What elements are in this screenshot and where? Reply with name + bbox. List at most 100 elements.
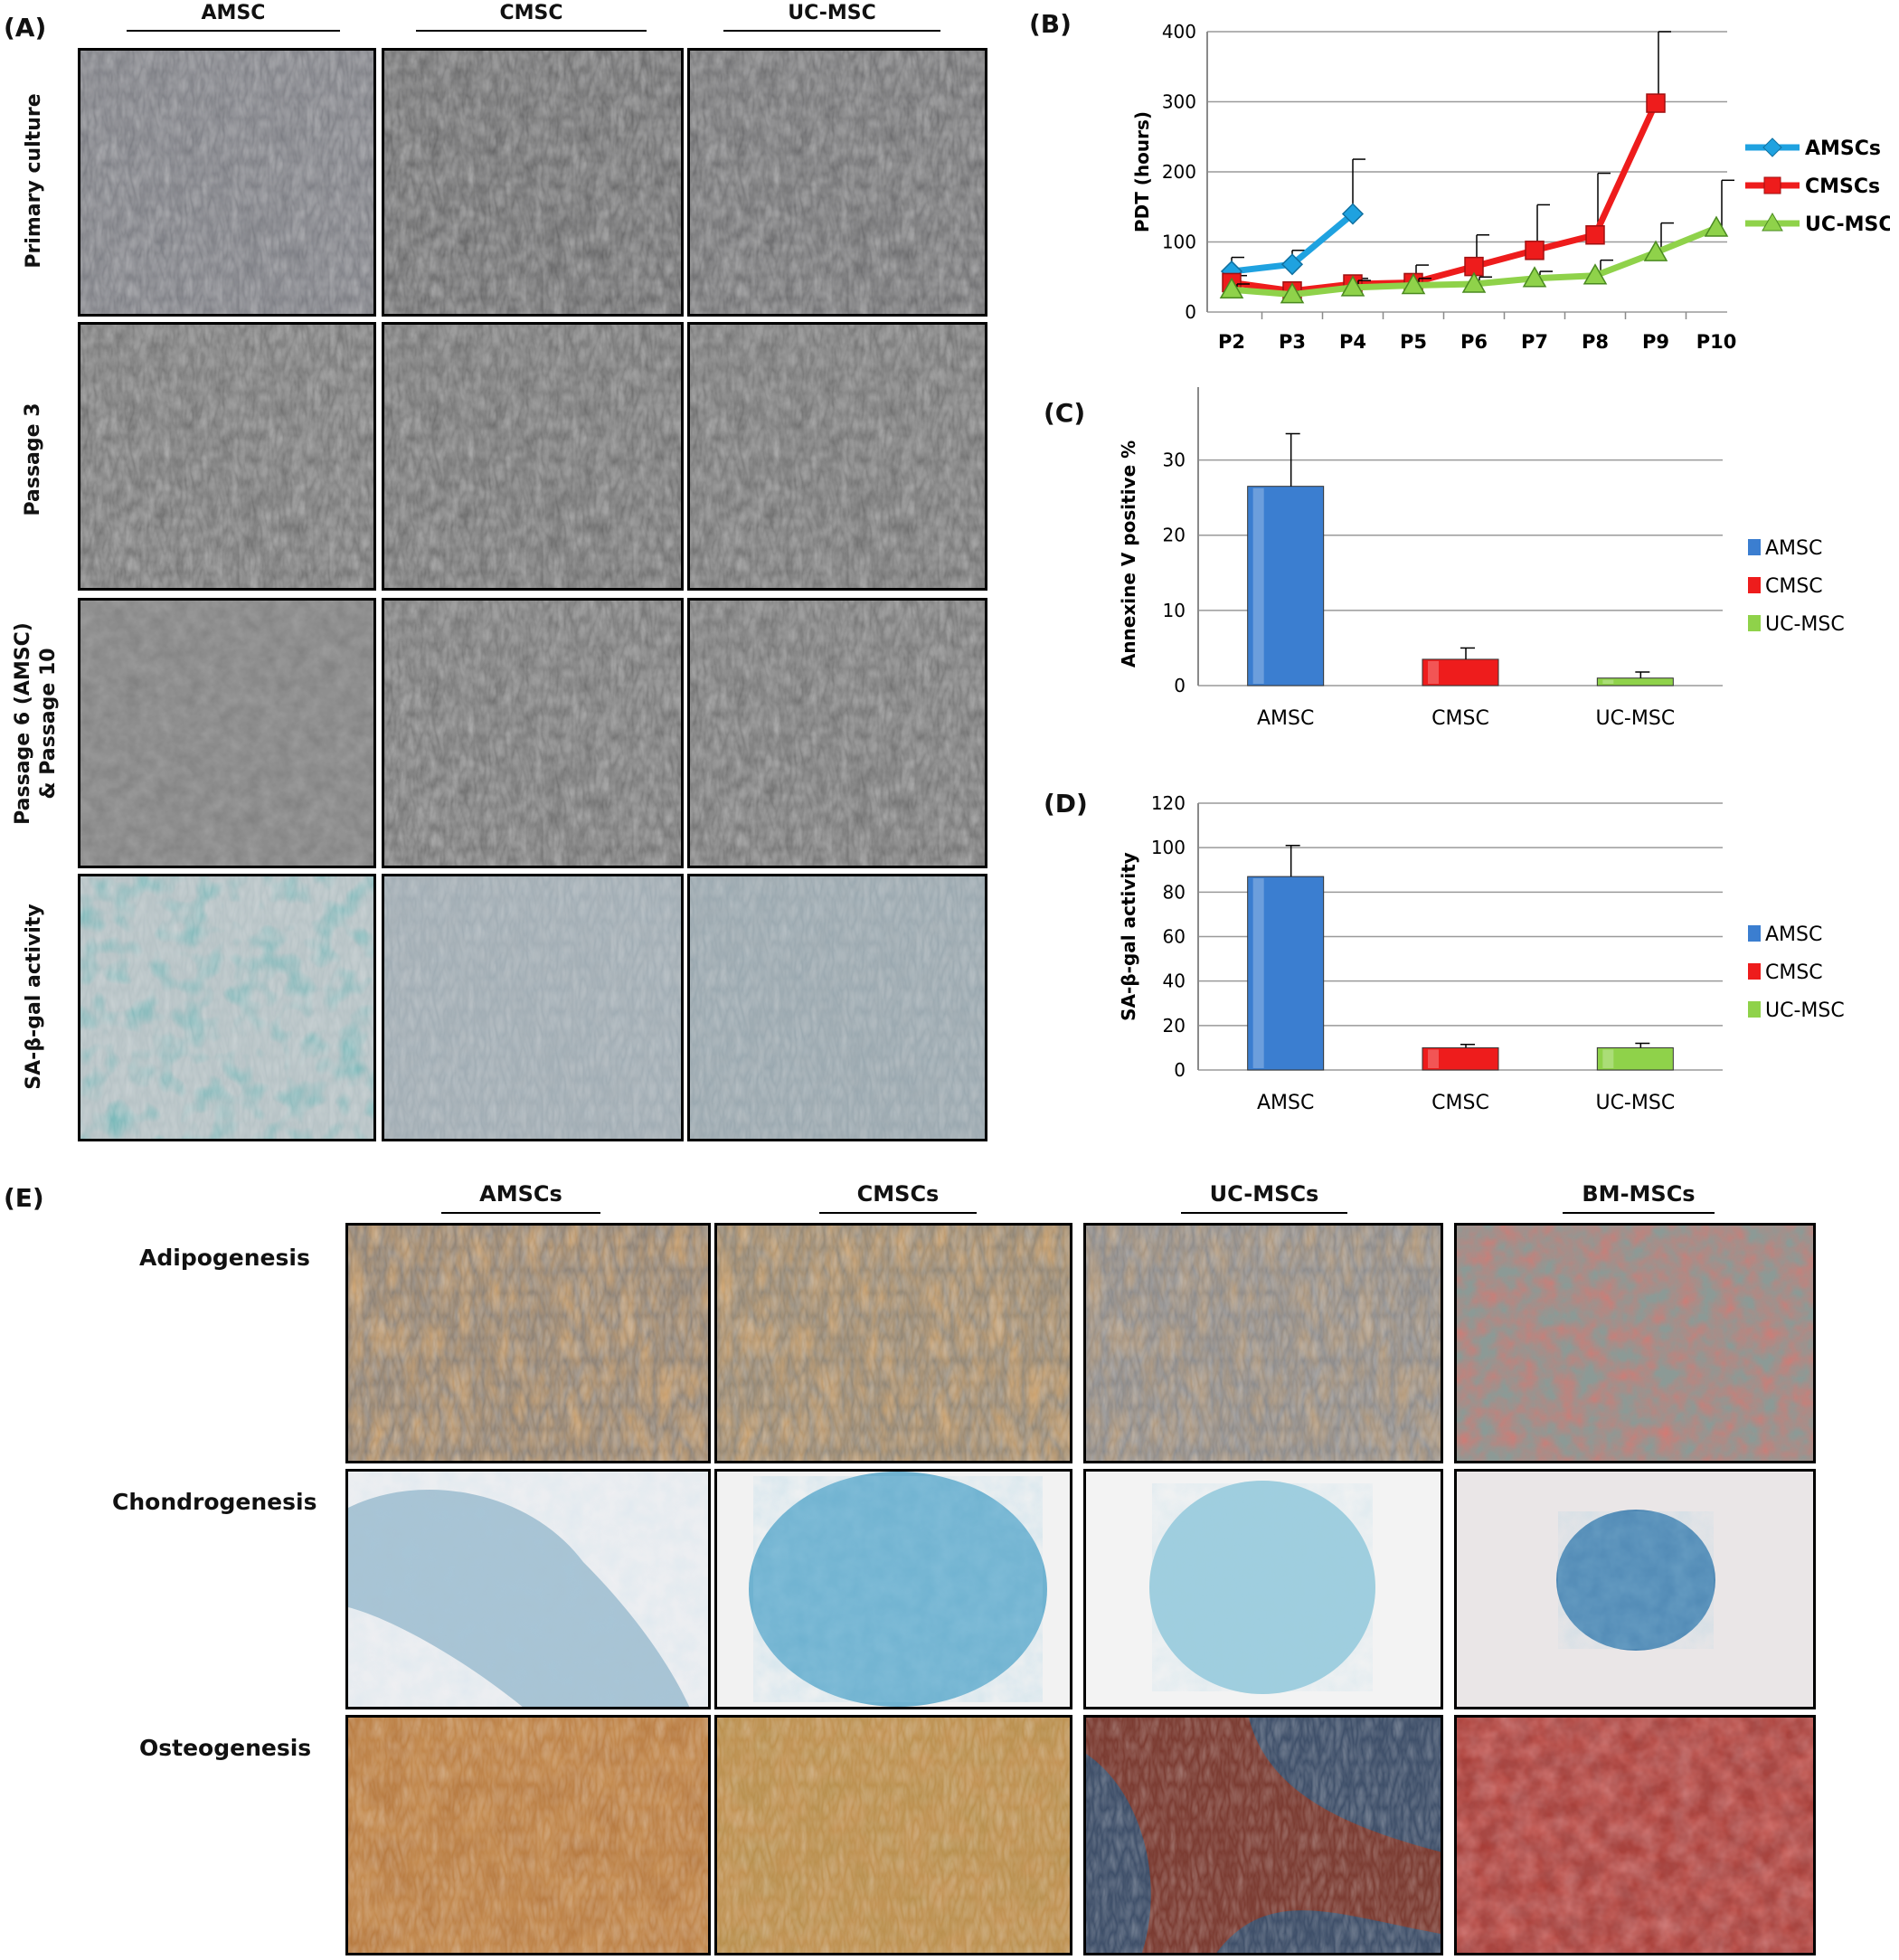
micrograph-cmsc-primary xyxy=(382,48,684,317)
x-tick-label: P3 xyxy=(1279,331,1306,353)
y-tick-label: 200 xyxy=(1162,161,1196,183)
legend-swatch xyxy=(1748,615,1761,631)
micrograph-uc-mscs-chondrogenesis xyxy=(1083,1469,1443,1709)
x-tick-label: P2 xyxy=(1218,331,1245,353)
row-label-osteogenesis: Osteogenesis xyxy=(139,1735,312,1761)
bar-UC-MSC xyxy=(1596,1046,1674,1071)
y-tick-label: 0 xyxy=(1185,301,1196,323)
data-point xyxy=(1646,93,1666,113)
col-head-amsc: AMSC xyxy=(127,2,340,32)
micrograph-uc-mscs-adipogenesis xyxy=(1083,1223,1443,1463)
legend-marker xyxy=(1762,213,1783,232)
micrograph-cmsc-sa-beta-gal xyxy=(382,874,684,1141)
col-head-cmsc: CMSC xyxy=(416,2,647,32)
data-point xyxy=(1219,277,1244,298)
panel-label-c: (C) xyxy=(1044,398,1086,428)
micrograph-cmscs-adipogenesis xyxy=(714,1223,1072,1463)
data-point xyxy=(1525,241,1545,260)
y-tick-label: 20 xyxy=(1163,1015,1186,1037)
bar-CMSC xyxy=(1422,658,1499,686)
panel-label-a: (A) xyxy=(4,13,47,43)
pdt-line-chart: 0 100 200 300 400 P2 P3 P4 P5 P6 P7 P8 P9 P10 PDT (hou… xyxy=(1131,21,1890,353)
data-point xyxy=(1582,263,1608,285)
legend-label: AMSC xyxy=(1765,923,1822,946)
bar-highlight xyxy=(1428,1049,1439,1068)
bar-highlight xyxy=(1252,488,1264,684)
legend-label: CMSCs xyxy=(1805,175,1880,198)
micrograph-amsc-primary xyxy=(78,48,376,317)
x-tick-label: CMSC xyxy=(1431,707,1489,730)
bar-AMSC xyxy=(1247,876,1325,1071)
x-tick-label: CMSC xyxy=(1431,1092,1489,1114)
micrograph-uc-msc-passage10 xyxy=(687,598,987,868)
x-tick-label: P9 xyxy=(1642,331,1669,353)
legend-label: UC-MSC xyxy=(1765,999,1845,1022)
sa-beta-gal-bar-chart: 0 20 40 60 80 100 120 AMSC CMSC UC-MSC SA-β-gal ac… xyxy=(1118,792,1845,1114)
x-tick-label: P4 xyxy=(1339,331,1366,353)
row-label-passage-6: Passage 6 (AMSC) & Passage 10 xyxy=(12,622,60,825)
x-tick-label: UC-MSC xyxy=(1595,707,1675,730)
micrograph-bm-mscs-adipogenesis xyxy=(1454,1223,1816,1463)
legend-marker xyxy=(1762,137,1782,157)
bar-CMSC xyxy=(1422,1046,1499,1071)
legend-swatch xyxy=(1748,925,1761,942)
y-tick-label: 100 xyxy=(1162,232,1196,253)
data-point xyxy=(1280,253,1304,276)
panel-label-e: (E) xyxy=(4,1183,44,1213)
micrograph-cmsc-passage3 xyxy=(382,322,684,591)
y-tick-label: 80 xyxy=(1163,881,1186,903)
legend-label: AMSC xyxy=(1765,537,1822,560)
bar-highlight xyxy=(1602,1049,1614,1068)
data-point xyxy=(1340,275,1365,297)
legend-swatch xyxy=(1748,539,1761,555)
y-tick-label: 20 xyxy=(1163,525,1186,546)
panel-label-d: (D) xyxy=(1044,789,1088,819)
data-point xyxy=(1704,215,1729,237)
y-tick-label: 400 xyxy=(1162,21,1196,43)
y-tick-label: 100 xyxy=(1151,837,1186,858)
micrograph-amscs-chondrogenesis xyxy=(345,1469,711,1709)
legend-label: UC-MSCs xyxy=(1805,213,1890,236)
y-tick-label: 120 xyxy=(1151,792,1186,814)
data-point xyxy=(1585,225,1605,245)
y-axis-label: SA-β-gal activity xyxy=(1118,852,1139,1021)
micrograph-uc-msc-passage3 xyxy=(687,322,987,591)
micrograph-uc-msc-primary xyxy=(687,48,987,317)
data-point xyxy=(1643,240,1668,261)
series-line-CMSCs xyxy=(1231,101,1659,295)
bar-highlight xyxy=(1252,878,1264,1068)
micrograph-cmscs-chondrogenesis xyxy=(714,1469,1072,1709)
legend-swatch xyxy=(1748,1001,1761,1018)
row-label-sa-beta-gal: SA-β-gal activity xyxy=(23,904,45,1090)
x-tick-label: P10 xyxy=(1696,331,1737,353)
legend-label: CMSC xyxy=(1765,961,1823,984)
row-label-chondrogenesis: Chondrogenesis xyxy=(112,1489,317,1515)
y-tick-label: 300 xyxy=(1162,91,1196,113)
data-point xyxy=(1280,282,1305,304)
y-tick-label: 10 xyxy=(1163,600,1186,621)
annexine-bar-chart: 0 10 20 30 AMSC CMSC UC-MSC Annexine V positive… xyxy=(1118,387,1845,730)
y-axis-label: PDT (hours) xyxy=(1131,111,1153,232)
data-point xyxy=(1341,203,1365,225)
bar-highlight xyxy=(1428,660,1439,684)
micrograph-amsc-passage6 xyxy=(78,598,376,868)
legend-swatch xyxy=(1748,963,1761,980)
legend-marker xyxy=(1763,176,1781,194)
x-tick-label: UC-MSC xyxy=(1595,1092,1675,1114)
row-label-passage-3: Passage 3 xyxy=(22,402,44,516)
legend-label: AMSCs xyxy=(1805,137,1881,160)
micrograph-cmsc-passage10 xyxy=(382,598,684,868)
micrograph-bm-mscs-osteogenesis xyxy=(1454,1715,1816,1955)
y-tick-label: 30 xyxy=(1163,450,1186,471)
micrograph-uc-mscs-osteogenesis xyxy=(1083,1715,1443,1955)
bar-UC-MSC xyxy=(1596,677,1674,686)
bar-AMSC xyxy=(1247,486,1325,686)
y-tick-label: 60 xyxy=(1163,926,1186,948)
micrograph-amscs-adipogenesis xyxy=(345,1223,711,1463)
col-head-cmscs: CMSCs xyxy=(819,1181,977,1214)
y-axis-label: Annexine V positive % xyxy=(1118,440,1139,668)
x-tick-label: P8 xyxy=(1582,331,1609,353)
legend-swatch xyxy=(1748,577,1761,593)
x-tick-label: AMSC xyxy=(1257,1092,1314,1114)
data-point xyxy=(1461,271,1487,293)
